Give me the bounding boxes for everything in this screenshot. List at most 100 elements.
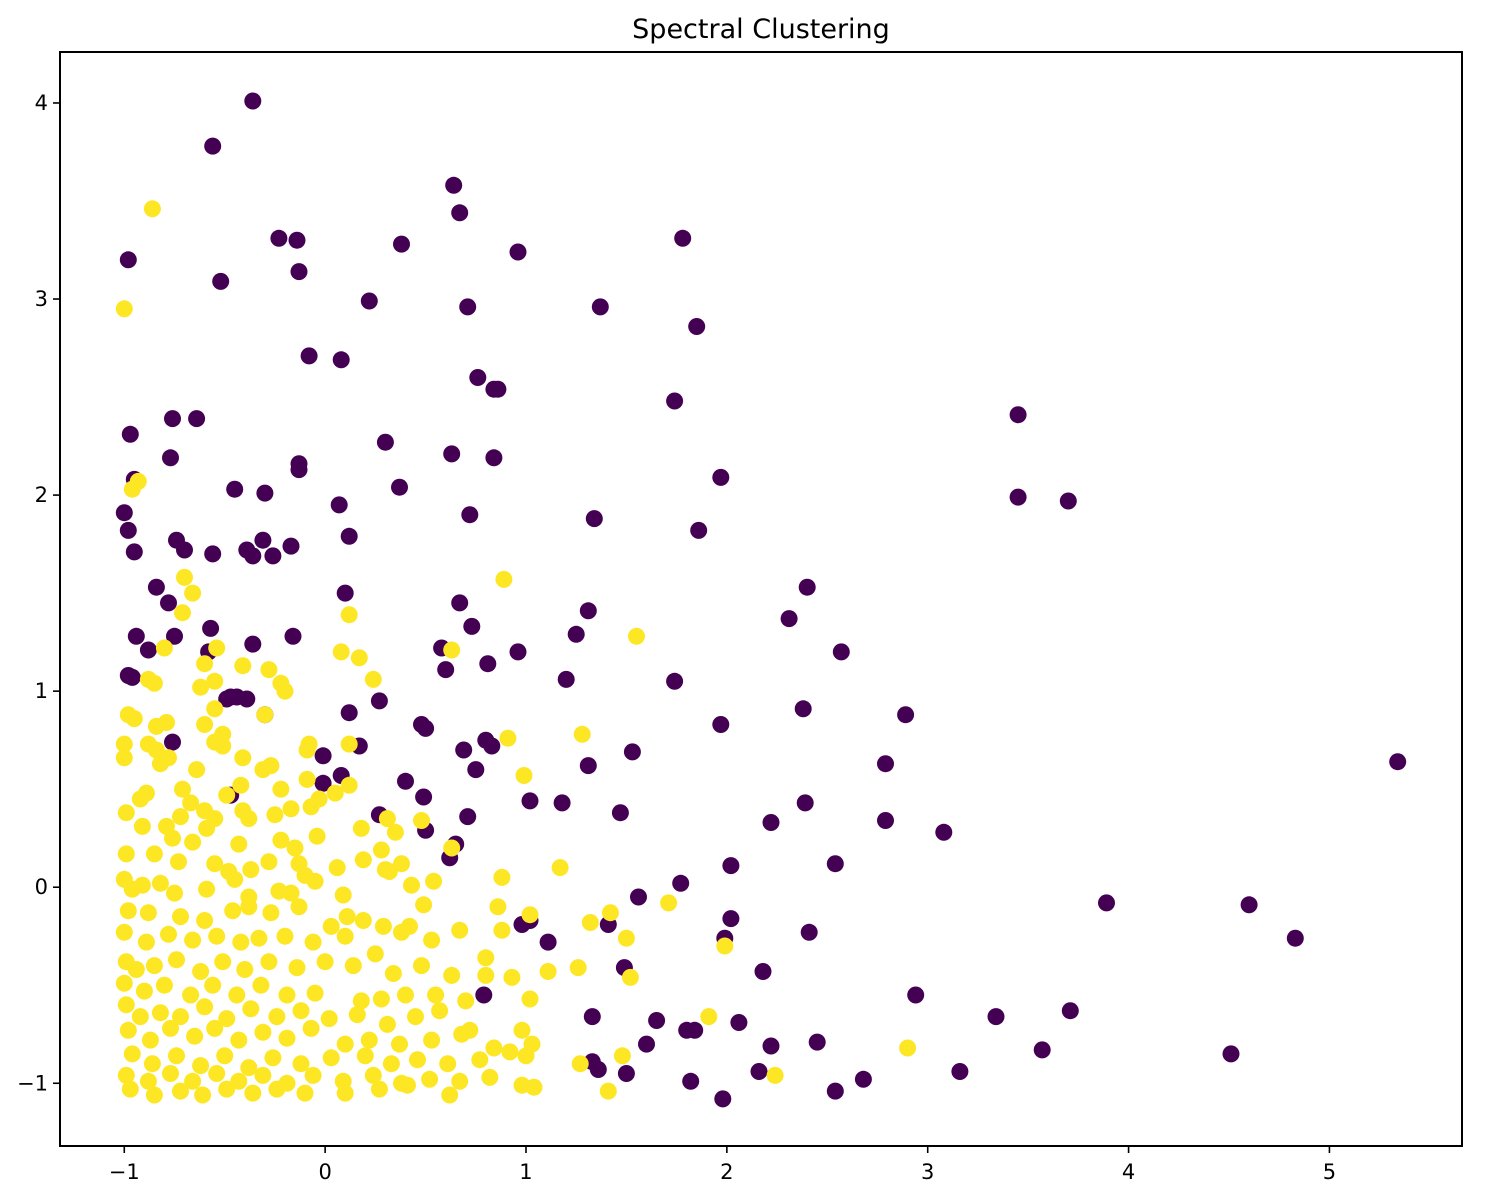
point-cluster-1 [196, 998, 214, 1016]
point-cluster-1 [401, 917, 418, 935]
point-cluster-0 [794, 700, 812, 718]
point-cluster-1 [230, 1031, 248, 1049]
point-cluster-0 [238, 690, 256, 708]
point-cluster-0 [854, 1070, 872, 1088]
x-tick-label: 5 [1323, 1160, 1336, 1184]
point-cluster-1 [184, 833, 202, 851]
point-cluster-0 [591, 298, 609, 316]
point-cluster-1 [292, 1002, 310, 1020]
point-cluster-0 [475, 986, 493, 1004]
point-cluster-1 [298, 770, 316, 788]
point-cluster-0 [463, 617, 481, 635]
point-cluster-1 [208, 927, 226, 945]
point-cluster-1 [162, 1019, 179, 1037]
point-cluster-0 [583, 1008, 601, 1026]
point-cluster-1 [326, 784, 344, 802]
point-cluster-1 [282, 884, 300, 902]
point-cluster-1 [137, 933, 155, 951]
point-cluster-1 [292, 1055, 310, 1073]
point-cluster-1 [378, 810, 396, 828]
point-cluster-0 [1240, 896, 1258, 914]
point-cluster-0 [314, 774, 332, 792]
point-cluster-1 [336, 927, 354, 945]
plot-area [115, 92, 1407, 1108]
point-cluster-0 [585, 510, 603, 528]
point-cluster-1 [133, 876, 151, 894]
point-cluster-1 [334, 886, 352, 904]
point-cluster-0 [509, 643, 527, 661]
point-cluster-1 [264, 1049, 282, 1067]
point-cluster-1 [260, 853, 278, 871]
point-cluster-1 [453, 1025, 471, 1043]
point-cluster-0 [686, 1021, 704, 1039]
point-cluster-1 [348, 1006, 366, 1024]
point-cluster-1 [332, 643, 350, 661]
point-cluster-1 [117, 804, 135, 822]
point-cluster-1 [551, 859, 569, 877]
point-cluster-1 [306, 872, 324, 890]
point-cluster-0 [567, 625, 585, 643]
point-cluster-1 [262, 904, 280, 922]
point-cluster-1 [393, 855, 410, 873]
point-cluster-1 [495, 570, 513, 588]
point-cluster-0 [244, 547, 262, 565]
point-cluster-1 [214, 737, 232, 755]
point-cluster-1 [493, 868, 511, 886]
point-cluster-1 [521, 906, 539, 924]
point-cluster-1 [573, 725, 591, 743]
point-cluster-1 [613, 1047, 631, 1065]
point-cluster-1 [350, 649, 368, 667]
point-cluster-1 [216, 1047, 234, 1065]
point-cluster-1 [451, 1072, 469, 1090]
point-cluster-1 [155, 976, 173, 994]
point-cluster-0 [589, 1061, 607, 1078]
point-cluster-1 [899, 1039, 917, 1057]
point-cluster-1 [192, 678, 210, 696]
point-cluster-1 [196, 912, 214, 929]
point-cluster-1 [320, 1010, 338, 1028]
point-cluster-1 [151, 1004, 169, 1022]
point-cluster-0 [509, 243, 527, 261]
point-cluster-0 [164, 410, 181, 428]
point-cluster-0 [722, 910, 740, 928]
point-cluster-1 [286, 839, 304, 857]
point-cluster-0 [1059, 492, 1077, 510]
point-cluster-0 [796, 794, 814, 812]
point-cluster-1 [356, 1047, 374, 1065]
point-cluster-1 [403, 876, 420, 894]
point-cluster-0 [623, 743, 641, 761]
point-cluster-1 [196, 655, 214, 673]
point-cluster-1 [254, 1023, 272, 1041]
point-cluster-0 [290, 263, 308, 281]
point-cluster-1 [192, 1057, 210, 1075]
point-cluster-1 [260, 661, 278, 679]
point-cluster-1 [539, 963, 557, 980]
point-cluster-1 [599, 1082, 617, 1100]
point-cluster-0 [264, 547, 282, 565]
point-cluster-0 [750, 1063, 768, 1080]
point-cluster-1 [117, 845, 135, 863]
x-axis: −1 0 1 2 3 4 5 [109, 1146, 1336, 1184]
point-cluster-1 [242, 1000, 260, 1018]
point-cluster-1 [218, 1080, 236, 1098]
point-cluster-0 [336, 584, 354, 602]
point-cluster-1 [240, 898, 258, 916]
point-cluster-0 [762, 814, 780, 831]
point-cluster-0 [1033, 1041, 1051, 1059]
x-tick-label: −1 [109, 1160, 140, 1184]
point-cluster-1 [206, 855, 224, 873]
point-cluster-1 [415, 896, 433, 914]
point-cluster-0 [314, 747, 332, 765]
point-cluster-1 [168, 951, 185, 969]
point-cluster-1 [660, 894, 678, 912]
point-cluster-1 [115, 300, 133, 318]
point-cluster-0 [290, 461, 308, 479]
point-cluster-1 [143, 200, 161, 218]
point-cluster-0 [254, 531, 272, 549]
point-cluster-1 [581, 914, 599, 931]
point-cluster-1 [194, 1086, 212, 1104]
point-cluster-0 [730, 1014, 748, 1031]
point-cluster-1 [515, 767, 533, 784]
point-cluster-1 [278, 986, 296, 1004]
point-cluster-1 [141, 1031, 159, 1049]
